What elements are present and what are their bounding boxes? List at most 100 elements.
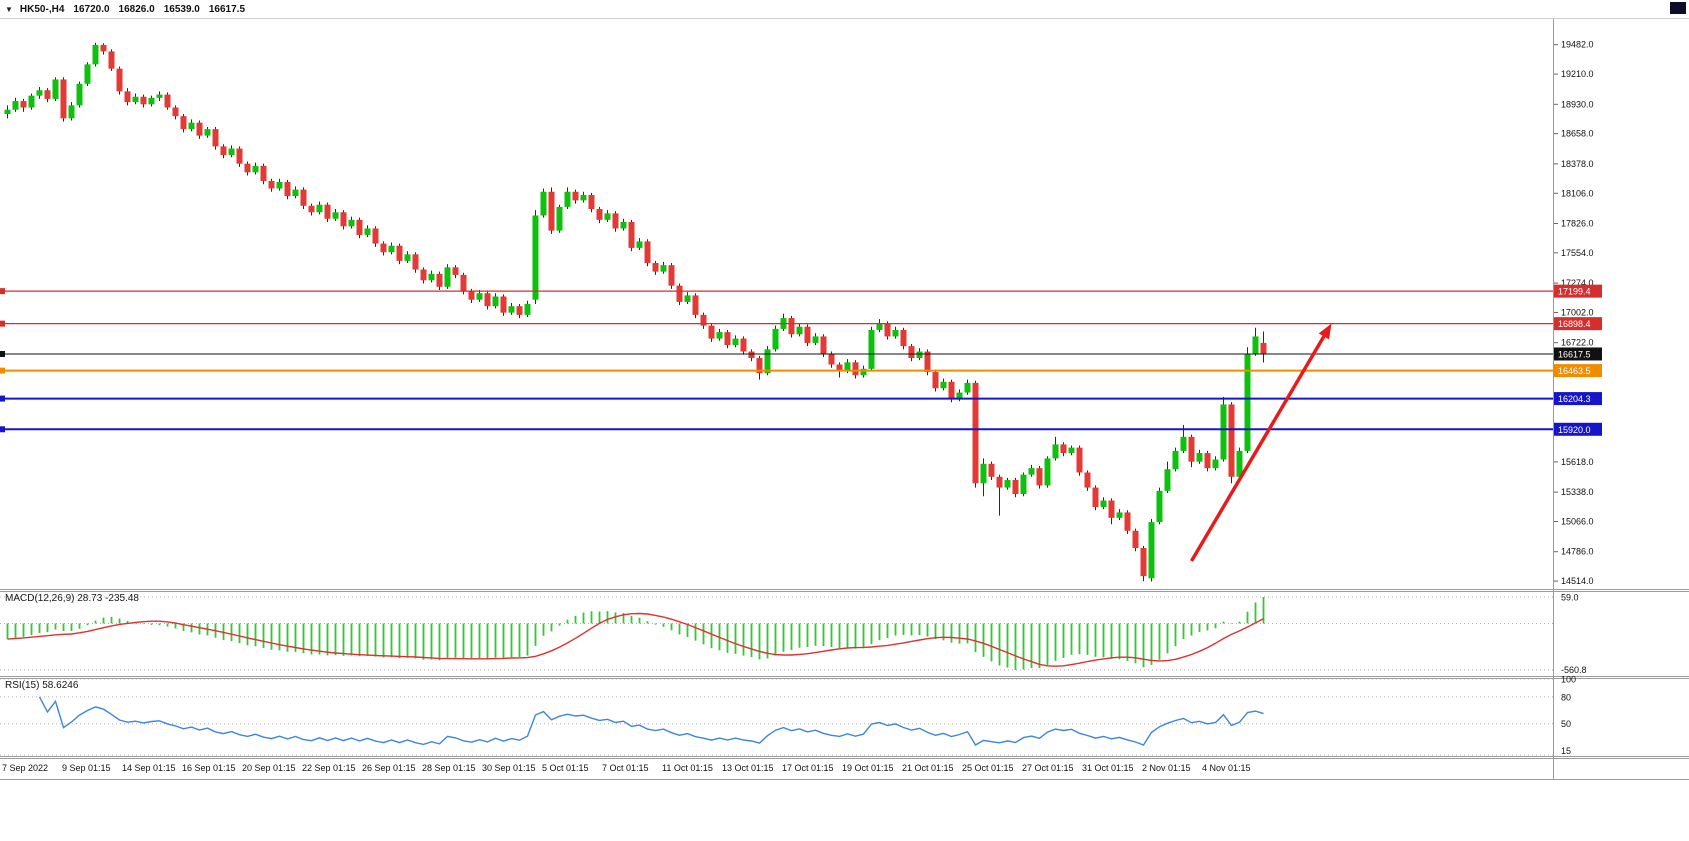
bear-candle <box>588 194 595 210</box>
price-axis: 19482.0 19210.0 18930.0 18658.0 18378.0 18106… <box>1553 19 1594 779</box>
bull-candle <box>732 338 739 346</box>
bull-candle <box>228 148 235 156</box>
bear-candle <box>700 314 707 326</box>
price-tag-label: 16204.3 <box>1558 394 1591 404</box>
bull-candle <box>1252 336 1259 354</box>
bear-candle <box>1228 404 1235 477</box>
price-tag <box>1554 284 1602 298</box>
x-axis-label: 14 Sep 01:15 <box>122 763 176 773</box>
bear-candle <box>340 212 347 227</box>
bear-candle <box>268 180 275 189</box>
bear-candle <box>788 318 795 335</box>
macd-axis-max-label: 59.0 <box>1561 593 1579 603</box>
rsi-level-label: 15 <box>1561 746 1571 756</box>
bull-candle <box>556 206 563 231</box>
bear-candle <box>468 291 475 300</box>
bear-candle <box>220 146 227 156</box>
y-axis-label: 17002.0 <box>1561 307 1594 317</box>
bear-candle <box>652 263 659 272</box>
price-tag-label: 16898.4 <box>1558 319 1591 329</box>
macd-indicator-label: MACD(12,26,9) 28.73 -235.48 <box>5 593 139 604</box>
bear-candle <box>852 362 859 376</box>
bull-candle <box>476 293 483 300</box>
price-tag-label: 15920.0 <box>1558 425 1591 435</box>
open-value: 16720.0 <box>73 3 110 15</box>
bull-candle <box>1164 469 1171 491</box>
bull-candle <box>252 165 259 173</box>
rsi-indicator-label: RSI(15) 58.6246 <box>5 680 79 691</box>
bear-candle <box>236 148 243 164</box>
line-left-marker <box>0 367 5 374</box>
bear-candle <box>1260 342 1267 354</box>
bear-candle <box>412 254 419 270</box>
top-right-marker[interactable] <box>1670 2 1686 14</box>
bull-candle <box>636 241 643 248</box>
bull-candle <box>540 191 547 216</box>
bull-candle <box>1028 468 1035 475</box>
bear-candle <box>300 189 307 206</box>
bear-candle <box>804 326 811 343</box>
bull-candle <box>844 362 851 371</box>
bull-candle <box>580 194 587 201</box>
rsi-level-label: 50 <box>1561 719 1571 729</box>
bear-candle <box>828 353 835 365</box>
bear-candle <box>884 323 891 337</box>
bull-candle <box>620 221 627 229</box>
bull-candle <box>892 329 899 337</box>
bear-candle <box>308 205 315 213</box>
bear-candle <box>988 463 995 477</box>
price-line-16617.5[interactable]: 16617.5 <box>0 347 1602 361</box>
price-tag <box>1554 364 1602 378</box>
bull-candle <box>660 265 667 272</box>
line-left-marker <box>0 288 5 295</box>
bull-candle <box>964 382 971 393</box>
bull-candle <box>524 304 531 315</box>
price-line-15920.0[interactable]: 15920.0 <box>0 422 1602 436</box>
bear-candle <box>460 274 467 292</box>
price-tag-label: 17199.4 <box>1558 287 1591 297</box>
price-line-17199.4[interactable]: 17199.4 <box>0 284 1602 298</box>
bear-candle <box>692 295 699 315</box>
x-axis-label: 7 Sep 2022 <box>2 763 48 773</box>
x-axis-label: 21 Oct 01:15 <box>902 763 954 773</box>
bear-candle <box>900 329 907 347</box>
bear-candle <box>596 209 603 220</box>
bull-candle <box>1116 512 1123 518</box>
trend-arrow[interactable] <box>1189 323 1332 562</box>
y-axis-label: 17826.0 <box>1561 218 1594 228</box>
bull-candle <box>956 392 963 400</box>
bull-candle <box>188 122 195 130</box>
y-axis-label: 18378.0 <box>1561 159 1594 169</box>
bear-candle <box>108 51 115 69</box>
close-value: 16617.5 <box>208 3 246 15</box>
bear-candle <box>1076 447 1083 473</box>
price-line-16204.3[interactable]: 16204.3 <box>0 392 1602 406</box>
bull-candle <box>276 182 283 189</box>
bull-candle <box>52 79 59 99</box>
bear-candle <box>244 163 251 173</box>
bull-candle <box>292 189 299 197</box>
high-value: 16826.0 <box>118 3 155 15</box>
bear-candle <box>60 79 67 119</box>
price-tag <box>1554 392 1602 406</box>
bear-candle <box>708 325 715 339</box>
bull-candle <box>444 267 451 287</box>
bear-candle <box>1108 500 1115 518</box>
bull-candle <box>1236 450 1243 477</box>
time-axis: 7 Sep 2022 9 Sep 01:15 14 Sep 01:15 16 Sep … <box>2 763 1251 773</box>
bear-candle <box>164 94 171 108</box>
bull-candle <box>916 351 923 359</box>
bull-candle <box>316 204 323 213</box>
y-axis-label: 15066.0 <box>1561 516 1594 526</box>
bear-candle <box>372 228 379 244</box>
symbol-timeframe-label: HK50-,H4 <box>19 3 65 15</box>
y-axis-label: 19210.0 <box>1561 69 1594 79</box>
line-left-marker <box>0 426 5 433</box>
bear-candle <box>100 44 107 52</box>
y-axis-label: 17554.0 <box>1561 248 1594 258</box>
price-line-16898.4[interactable]: 16898.4 <box>0 317 1602 331</box>
rsi-level-label: 80 <box>1561 692 1571 702</box>
price-line-16463.5[interactable]: 16463.5 <box>0 364 1602 378</box>
symbol-dropdown-icon[interactable]: ▼ <box>5 4 13 14</box>
